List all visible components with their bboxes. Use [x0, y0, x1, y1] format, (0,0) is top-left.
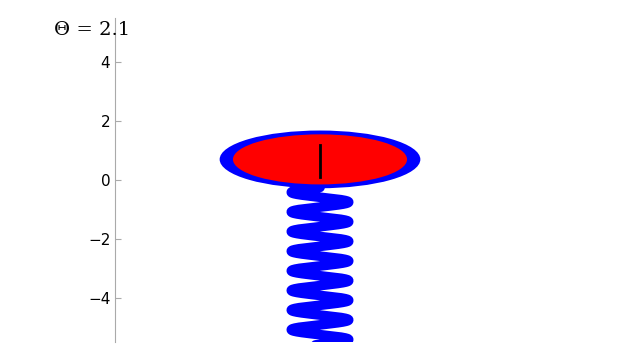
Circle shape: [220, 131, 420, 188]
Text: Θ = 2.1: Θ = 2.1: [54, 21, 130, 39]
Circle shape: [233, 134, 407, 184]
